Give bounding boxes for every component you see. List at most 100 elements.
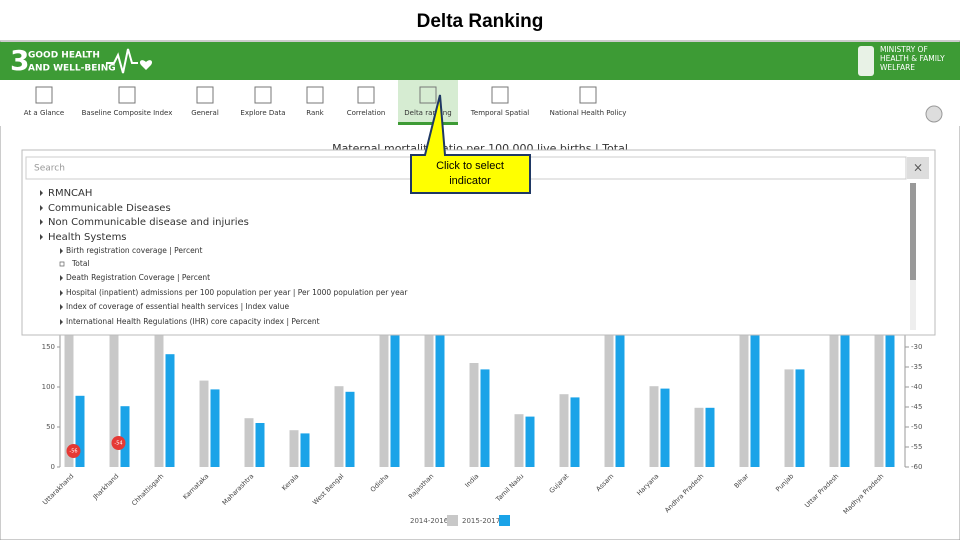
bar xyxy=(390,332,400,467)
expand-arrow xyxy=(60,290,63,296)
legend-swatch xyxy=(447,515,458,526)
user-icon[interactable] xyxy=(925,105,943,123)
tool-icon[interactable] xyxy=(254,86,272,104)
tree-sub-item[interactable]: Hospital (inpatient) admissions per 100 … xyxy=(66,288,408,297)
bar xyxy=(165,354,175,467)
tool-label[interactable]: Explore Data xyxy=(240,109,285,117)
bar xyxy=(660,388,670,467)
tree-item[interactable]: Communicable Diseases xyxy=(48,203,171,214)
bar xyxy=(435,318,445,467)
tree-item[interactable]: RMNCAH xyxy=(48,188,92,199)
tool-icon[interactable] xyxy=(35,86,53,104)
y2-tick-label: -45 xyxy=(911,403,922,411)
tool-label[interactable]: General xyxy=(191,109,219,117)
legend-label: 2015-2017 xyxy=(462,517,500,525)
tool-label[interactable]: Baseline Composite Index xyxy=(82,109,173,117)
y2-tick-label: -50 xyxy=(911,423,922,431)
goal-text: GOOD HEALTH xyxy=(28,51,100,61)
y-tick-label: 0 xyxy=(51,463,55,471)
toolbar xyxy=(0,80,960,126)
expand-arrow xyxy=(40,219,43,225)
expand-arrow xyxy=(40,205,43,211)
slide-title: Delta Ranking xyxy=(417,11,544,32)
bar xyxy=(885,328,895,467)
tree-sub-item[interactable]: Death Registration Coverage | Percent xyxy=(66,273,210,282)
y2-tick-label: -60 xyxy=(911,463,922,471)
bar xyxy=(480,369,490,467)
bar xyxy=(210,389,220,467)
bar xyxy=(75,395,85,467)
bar xyxy=(840,309,850,467)
bar xyxy=(694,407,704,467)
bar xyxy=(784,369,794,467)
tree-item[interactable]: Health Systems xyxy=(48,232,127,243)
tool-icon[interactable] xyxy=(419,86,437,104)
tree-sub-item[interactable]: Index of coverage of essential health se… xyxy=(66,302,289,311)
tree-sub-item[interactable]: Birth registration coverage | Percent xyxy=(66,246,202,255)
bar xyxy=(514,414,524,467)
tool-icon[interactable] xyxy=(196,86,214,104)
delta-marker xyxy=(66,444,81,458)
tool-label[interactable]: Correlation xyxy=(347,109,386,117)
close-icon: × xyxy=(913,161,923,175)
bar xyxy=(300,433,310,467)
tool-icon[interactable] xyxy=(306,86,324,104)
emblem xyxy=(858,46,874,76)
bar xyxy=(525,416,535,467)
ministry-text: MINISTRY OF xyxy=(880,45,928,54)
expand-arrow xyxy=(59,261,65,267)
callout-text: Click to select xyxy=(436,160,504,172)
bar xyxy=(120,406,130,467)
bar xyxy=(289,430,299,467)
tool-icon[interactable] xyxy=(357,86,375,104)
bar xyxy=(874,316,884,467)
bar xyxy=(559,394,569,467)
bar xyxy=(570,397,580,467)
bar xyxy=(255,423,265,467)
tool-label[interactable]: Rank xyxy=(306,109,324,117)
bar xyxy=(469,363,479,467)
callout-text: indicator xyxy=(449,175,491,187)
tree-item[interactable]: Non Communicable disease and injuries xyxy=(48,217,249,228)
tool-label[interactable]: Temporal Spatial xyxy=(470,109,529,117)
close-button[interactable] xyxy=(907,157,929,179)
bar xyxy=(199,380,209,467)
tool-icon[interactable] xyxy=(118,86,136,104)
callout-box xyxy=(410,94,531,194)
y2-tick-label: -40 xyxy=(911,383,922,391)
delta-label: -56 xyxy=(69,449,77,455)
scrollbar-thumb[interactable] xyxy=(910,183,916,280)
y-tick-label: 150 xyxy=(42,343,55,351)
tree-sub-item[interactable]: Total xyxy=(71,259,90,268)
heart-icon xyxy=(139,60,153,70)
tool-icon[interactable] xyxy=(491,86,509,104)
delta-marker xyxy=(111,436,126,450)
bar xyxy=(334,386,344,467)
y2-tick-label: -35 xyxy=(911,363,922,371)
y2-tick-label: -30 xyxy=(911,343,922,351)
bar xyxy=(345,391,355,467)
search-placeholder: Search xyxy=(34,164,65,174)
header-bar xyxy=(0,42,960,80)
tool-label[interactable]: National Health Policy xyxy=(550,109,627,117)
bar xyxy=(615,283,625,467)
tool-icon[interactable] xyxy=(579,86,597,104)
y-tick-label: 100 xyxy=(42,383,55,391)
heartbeat-icon xyxy=(106,48,138,74)
tool-label[interactable]: Delta ranking xyxy=(404,109,451,117)
bar xyxy=(109,335,119,467)
y2-tick-label: -55 xyxy=(911,443,922,451)
tree-sub-item[interactable]: International Health Regulations (IHR) c… xyxy=(66,317,320,326)
bar xyxy=(739,308,749,467)
tool-label[interactable]: At a Glance xyxy=(24,109,64,117)
goal-number: 3 xyxy=(10,44,29,77)
ministry-text: WELFARE xyxy=(880,63,915,72)
expand-arrow xyxy=(40,190,43,196)
legend-label: 2014-2016 xyxy=(410,517,449,525)
bar xyxy=(750,335,760,467)
expand-arrow xyxy=(40,234,43,240)
y-tick-label: 50 xyxy=(46,423,55,431)
bar xyxy=(795,369,805,467)
bar xyxy=(379,323,389,467)
